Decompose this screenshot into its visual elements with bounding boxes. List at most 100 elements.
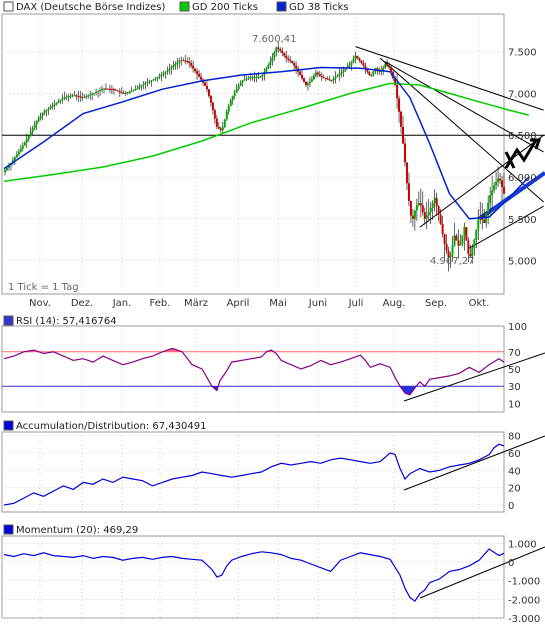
price-y-tick: 6.500 <box>508 131 537 142</box>
candle-body <box>106 88 109 90</box>
candle-body <box>227 106 230 112</box>
candle-body <box>87 95 90 97</box>
candle-body <box>356 55 359 59</box>
high-annotation: 7.600,41 <box>252 34 297 45</box>
candle-body <box>465 227 468 241</box>
accdist-y-tick: 0 <box>508 501 514 512</box>
price-panel-frame <box>1 13 505 295</box>
candle-body <box>255 76 258 78</box>
candle-body <box>205 85 208 90</box>
candle-body <box>162 73 165 75</box>
rsi-legend-label: RSI (14): 57,416764 <box>16 316 117 327</box>
price-trendline <box>469 205 544 249</box>
candle-body <box>211 102 214 111</box>
candle-body <box>419 203 422 206</box>
candle-body <box>451 245 454 256</box>
price-y-axis: 7.500 7.000 6.500 6.000 5.500 5.000 <box>508 48 537 268</box>
month-label: Dez. <box>71 298 93 309</box>
candle-body <box>415 205 418 211</box>
candle-body <box>223 119 226 128</box>
candle-body <box>425 215 428 219</box>
candle-body <box>128 91 131 93</box>
candle-body <box>19 148 22 152</box>
month-label: März <box>184 298 208 309</box>
candle-body <box>134 88 137 91</box>
momentum-legend-label: Momentum (20): 469,29 <box>16 525 138 536</box>
candle-body <box>21 145 24 149</box>
candle-body <box>417 203 420 206</box>
candle-body <box>423 212 426 219</box>
candle-body <box>431 202 434 208</box>
rsi-y-tick: 100 <box>508 322 527 333</box>
candle-body <box>156 77 159 79</box>
candle-body <box>463 227 466 236</box>
month-label: Sep. <box>425 298 447 309</box>
candle-body <box>49 107 52 109</box>
candle-body <box>91 93 94 95</box>
candle-body <box>124 92 127 94</box>
candle-body <box>372 71 375 76</box>
accdist-y-tick: 60 <box>508 449 521 460</box>
candle-body <box>221 127 224 131</box>
candle-body <box>154 78 157 80</box>
candle-body <box>352 59 355 63</box>
month-label: Nov. <box>29 298 51 309</box>
candle-body <box>435 197 438 207</box>
candle-body <box>186 61 189 63</box>
rsi-line <box>3 347 505 396</box>
candle-body <box>77 95 80 97</box>
candle-body <box>231 95 234 101</box>
candle-body <box>45 109 48 112</box>
candle-body <box>265 68 268 72</box>
candle-body <box>120 92 123 94</box>
candle-body <box>215 118 218 127</box>
candle-body <box>439 214 442 224</box>
momentum-y-tick: -3.000 <box>508 614 540 625</box>
candle-body <box>495 182 498 186</box>
candle-body <box>122 92 125 94</box>
candle-body <box>241 80 244 83</box>
candle-body <box>97 90 100 92</box>
candle-body <box>253 76 256 78</box>
candle-body <box>499 178 502 181</box>
candle-body <box>477 219 480 230</box>
accdist-grid <box>2 432 504 512</box>
candle-body <box>455 235 458 241</box>
candle-body <box>138 86 141 88</box>
candle-body <box>308 81 311 84</box>
candle-body <box>283 52 286 56</box>
candle-body <box>314 72 317 76</box>
price-y-tick: 5.500 <box>508 215 537 226</box>
candle-body <box>301 75 304 79</box>
candle-body <box>207 89 210 96</box>
trend-arrow-up <box>504 139 538 169</box>
candle-body <box>235 89 238 93</box>
candle-body <box>358 58 361 61</box>
candle-body <box>158 75 161 78</box>
candle-body <box>340 71 343 74</box>
candle-body <box>182 60 185 62</box>
candle-body <box>445 243 448 251</box>
candle-body <box>75 95 78 97</box>
gd200-legend-label: GD 200 Ticks <box>192 2 258 13</box>
candle-body <box>65 96 68 98</box>
candle-body <box>350 62 353 65</box>
candle-body <box>459 243 462 246</box>
low-annotation: 4.967,27 <box>430 256 475 267</box>
candle-body <box>188 61 191 63</box>
candle-body <box>453 235 456 246</box>
candle-body <box>239 82 242 86</box>
accdist-panel-frame <box>1 431 505 513</box>
candle-body <box>43 111 46 114</box>
candle-body <box>198 73 201 77</box>
candle-body <box>261 75 264 77</box>
candle-body <box>196 71 199 74</box>
month-label: Jan. <box>112 298 132 309</box>
accdist-y-tick: 20 <box>508 484 521 495</box>
candle-body <box>144 82 147 84</box>
candle-body <box>126 92 129 94</box>
candle-body <box>281 50 284 53</box>
candle-body <box>37 118 40 122</box>
candle-body <box>503 187 505 194</box>
candle-body <box>61 98 64 100</box>
